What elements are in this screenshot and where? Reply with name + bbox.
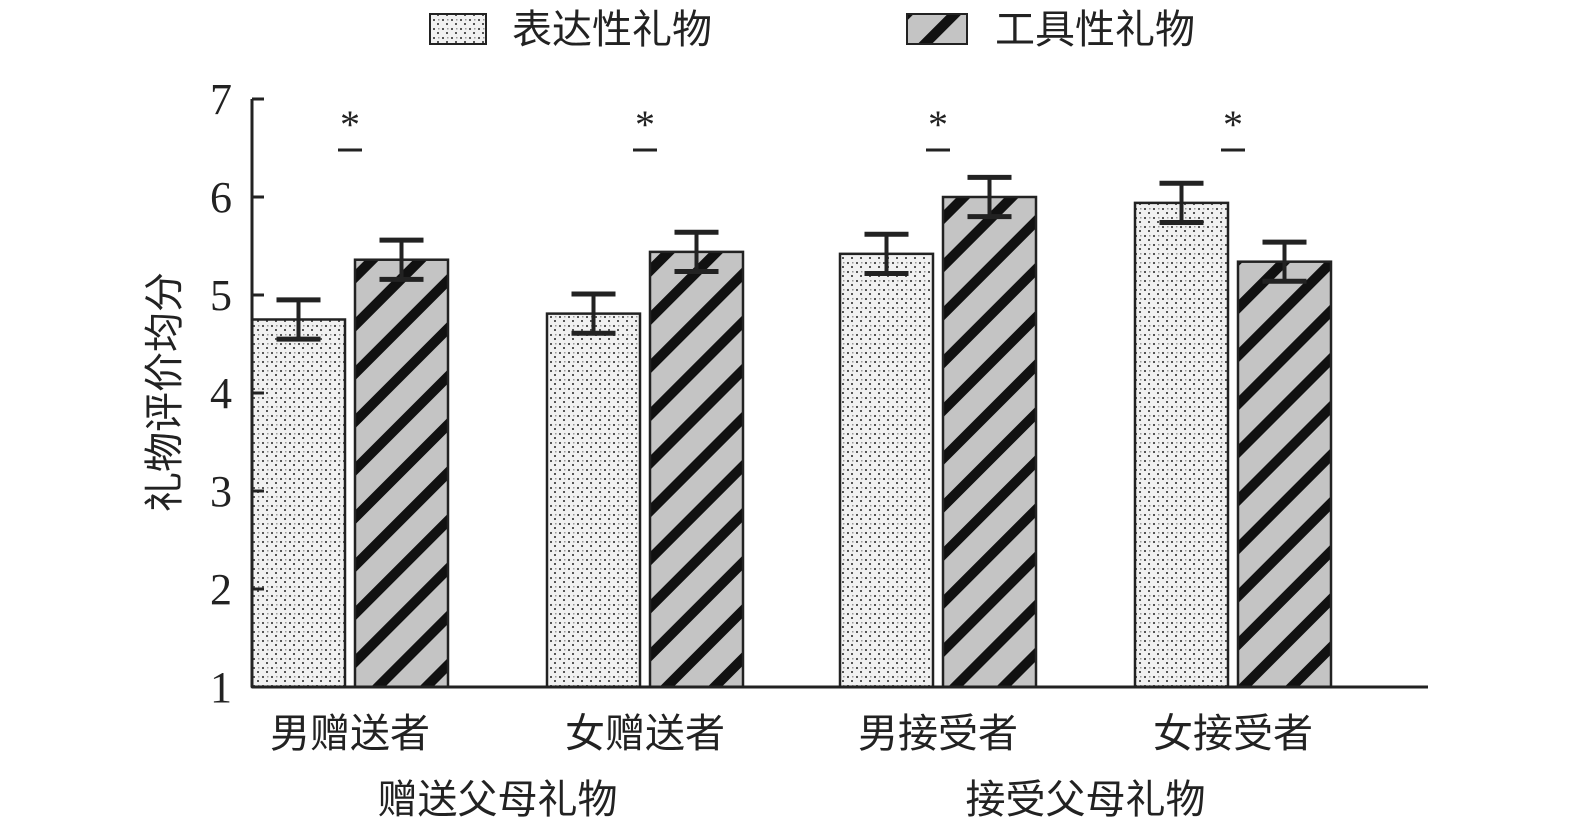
significance-mark: * bbox=[635, 102, 655, 147]
y-tick-label: 3 bbox=[210, 467, 232, 516]
legend-item-expressive: 表达性礼物 bbox=[429, 7, 712, 53]
bar bbox=[1133, 201, 1230, 689]
y-ticks: 1 2 3 4 5 6 7 bbox=[210, 75, 264, 712]
error-bars-layer bbox=[276, 174, 1307, 342]
x-category-label: 女赠送者 bbox=[565, 711, 725, 757]
bar bbox=[353, 258, 450, 689]
y-axis-label: 礼物评价均分 bbox=[142, 272, 188, 512]
x-category-label: 女接受者 bbox=[1153, 711, 1313, 757]
legend-label-expressive: 表达性礼物 bbox=[512, 7, 712, 53]
significance-layer: * * * * bbox=[338, 102, 1245, 152]
axes: 1 2 3 4 5 6 7 bbox=[210, 75, 1428, 712]
y-tick-label: 6 bbox=[210, 173, 232, 222]
legend-swatch-expressive bbox=[429, 13, 487, 45]
y-tick-label: 7 bbox=[210, 75, 232, 124]
bar bbox=[250, 318, 347, 689]
bar bbox=[648, 250, 745, 689]
bars-layer bbox=[250, 195, 1333, 689]
bar bbox=[545, 312, 642, 689]
x-group-label: 赠送父母礼物 bbox=[378, 777, 618, 823]
x-group-label: 接受父母礼物 bbox=[966, 777, 1206, 823]
y-tick-label: 5 bbox=[210, 271, 232, 320]
y-tick-label: 2 bbox=[210, 565, 232, 614]
legend-item-instrumental: 工具性礼物 bbox=[906, 7, 1195, 53]
bar bbox=[838, 252, 935, 689]
y-tick-label: 1 bbox=[210, 663, 232, 712]
significance-mark: * bbox=[928, 102, 948, 147]
y-tick-label: 4 bbox=[210, 369, 232, 418]
bar bbox=[1236, 260, 1333, 689]
legend-swatch-instrumental bbox=[906, 13, 968, 45]
x-category-label: 男接受者 bbox=[858, 711, 1018, 757]
significance-mark: * bbox=[340, 102, 360, 147]
bar bbox=[941, 195, 1038, 689]
significance-mark: * bbox=[1223, 102, 1243, 147]
x-category-label: 男赠送者 bbox=[270, 711, 430, 757]
legend: 表达性礼物 工具性礼物 bbox=[429, 7, 1195, 53]
legend-label-instrumental: 工具性礼物 bbox=[995, 7, 1195, 53]
